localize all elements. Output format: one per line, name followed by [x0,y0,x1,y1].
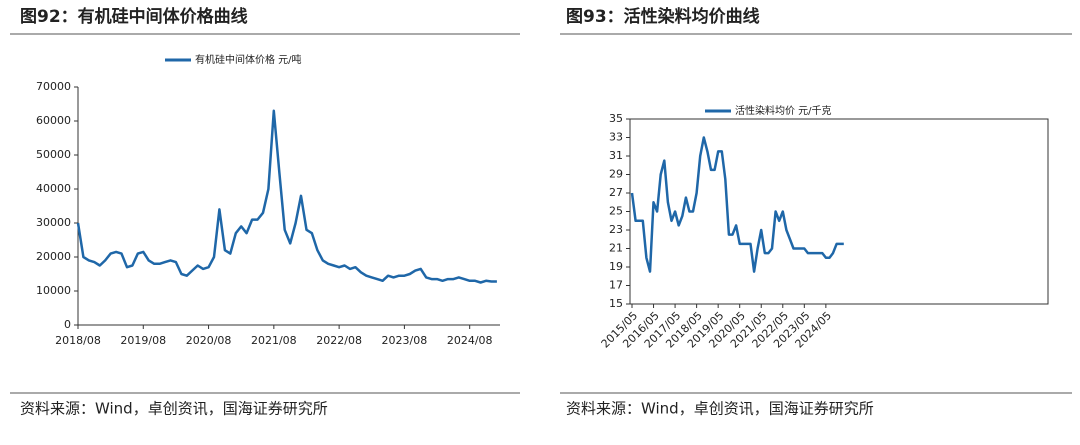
x-tick-label: 2018/08 [55,334,101,347]
y-tick-label: 40000 [36,182,71,195]
y-tick-label: 0 [64,318,71,331]
y-tick-label: 35 [609,112,623,125]
source-note: 资料来源：Wind，卓创资讯，国海证券研究所 [20,400,328,418]
figure-title: 图93：活性染料均价曲线 [566,6,760,27]
x-tick-label: 2023/08 [382,334,428,347]
y-tick-label: 19 [609,260,623,273]
x-tick-label: 2020/08 [186,334,232,347]
y-tick-label: 21 [609,242,623,255]
y-tick-label: 31 [609,149,623,162]
legend-label: 有机硅中间体价格 元/吨 [195,53,302,66]
series-line [76,109,497,284]
x-tick-label: 2021/08 [251,334,297,347]
y-tick-label: 17 [609,279,623,292]
y-tick-label: 60000 [36,114,71,127]
y-tick-label: 23 [609,223,623,236]
x-tick-label: 2019/08 [120,334,166,347]
y-tick-label: 15 [609,297,623,310]
y-tick-label: 50000 [36,148,71,161]
source-note: 资料来源：Wind，卓创资讯，国海证券研究所 [566,400,874,418]
y-tick-label: 10000 [36,284,71,297]
series-line [630,136,844,273]
y-tick-label: 25 [609,205,623,218]
legend-label: 活性染料均价 元/千克 [735,104,832,117]
y-tick-label: 29 [609,168,623,181]
y-tick-label: 70000 [36,80,71,93]
y-tick-label: 20000 [36,250,71,263]
figure-title: 图92：有机硅中间体价格曲线 [20,6,248,27]
y-tick-label: 27 [609,186,623,199]
x-tick-label: 2022/08 [316,334,362,347]
x-tick-label: 2024/08 [447,334,493,347]
y-tick-label: 30000 [36,216,71,229]
y-tick-label: 33 [609,131,623,144]
